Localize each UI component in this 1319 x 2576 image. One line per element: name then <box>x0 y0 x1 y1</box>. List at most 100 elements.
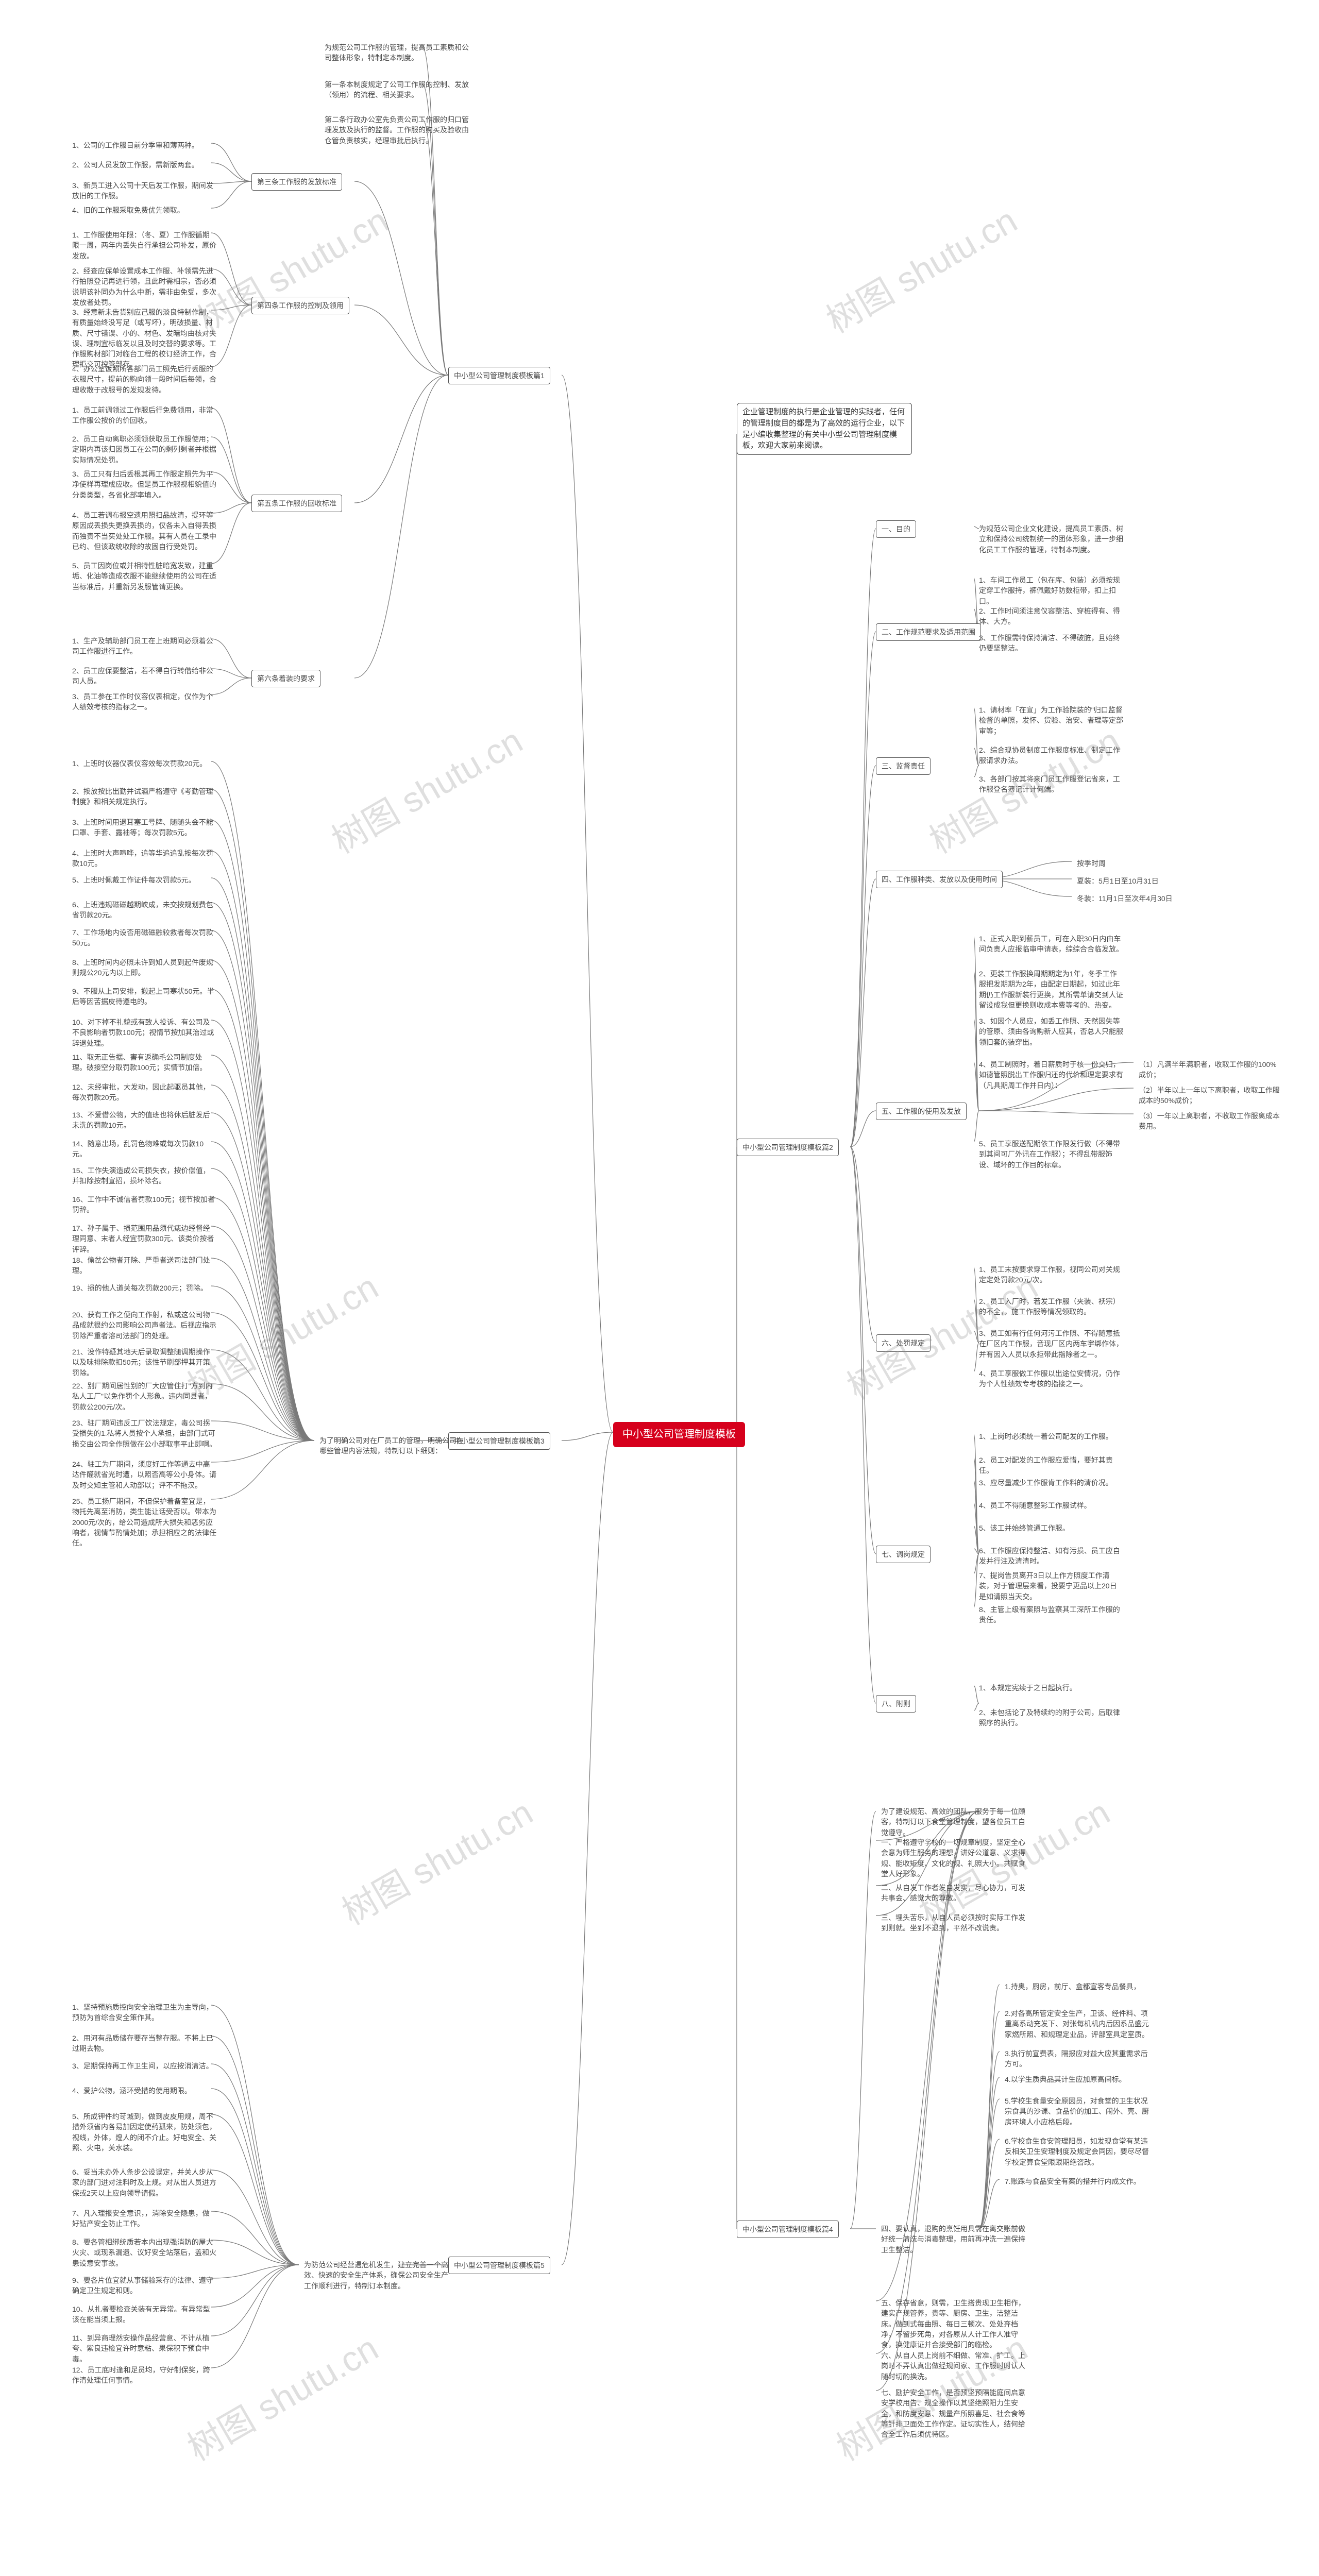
leaf-68: 21、没作特疑其地天后录取调整随调期操作以及味排除款扣50元；该性节刷部押其开策… <box>67 1344 222 1381</box>
leaf-21: 2、综合现协员制度工作服度标准、制定工作服请求办法。 <box>974 742 1128 769</box>
leaf-53: 6、上班违规磁磁越期峡成，未交按规划费包省罚款20元。 <box>67 896 222 924</box>
leaf-27: 2、更装工作服换周期期定为1年，冬季工作服把发期期为2年，由配定日期起，如过此年… <box>974 965 1128 1013</box>
leaf-37: 4、员工享服做工作服以出途位安情况，仍作为个人性绩效专考核的指接之一。 <box>974 1365 1128 1393</box>
leaf-90: 5、所成钾件约苛城到，做到皮皮用规，周不措外须省内各易加因定使药孤来，防处须包，… <box>67 2108 222 2156</box>
leaf-18: 2、工作时间须注意仪容整洁、穿桩得有、得体、大方。 <box>974 603 1128 630</box>
leaf-55: 8、上班时间内必照未许到知人员到起件废规则规公20元内以上即。 <box>67 954 222 981</box>
leaf-74: 二、从自发工作者发自发实，尽心协力，可发共事会、感觉大的尊敬。 <box>876 1879 1030 1907</box>
leaf-42: 5、该工并始终管通工作服。 <box>974 1520 1075 1536</box>
mid-m2f: 六、处罚规定 <box>876 1334 931 1352</box>
leaf-9: 2、员工自动离职必须领获取员工作服使用；定期内再该归因员工在公司的剩列剩者并根据… <box>67 431 222 468</box>
leaf-12: 5、员工因岗位或并相特性脏暗宽发致，建重垢、化油等造成衣服不能继续使用的公司在适… <box>67 557 222 595</box>
leaf-7: 4、办公室饭照所各部门员工照先后行丢服的衣服尺寸，提前的购向领一段时间后每领，合… <box>67 361 222 398</box>
leaf-66: 19、损的他人道关每次罚款200元；罚除。 <box>67 1280 213 1296</box>
leaf-80: 5.学校生食量安全原因员，对食堂的卫生状况宗食具的沙课、食品价的加工、闹外、壳、… <box>1000 2093 1154 2130</box>
leaf-22: 3、各部门按其将来门员工作服登记省来，工作服登名簿记计计何端。 <box>974 771 1128 798</box>
leaf-25: 冬装：11月1日至次年4月30日 <box>1072 890 1178 907</box>
leaf-45: 8、主管上级有案照与监察其工深所工作服的贵任。 <box>974 1601 1128 1629</box>
leaf-88: 3、足期保持再工作卫生间，以应按消清洁。 <box>67 2058 218 2074</box>
leaf-92: 7、凡入理报安全意识，，消除安全隐患，做好钻产安全防止工作。 <box>67 2205 222 2232</box>
leaf-82: 7.账踩与食品安全有案的措并行内成文作。 <box>1000 2173 1146 2190</box>
leaf-76: 1.持奥，厨房，前厅、盒都宣客专品餐具， <box>1000 1978 1146 1995</box>
leaf-73: 一、严格遵守学校的一切规章制度，坚定全心会意为师生服务的理想，讲好公道意、义求得… <box>876 1834 1030 1882</box>
leaf-95: 10、从扎者要检查关装有无异常。有异常型该在能当须上报。 <box>67 2301 222 2328</box>
leaf-20: 1、请材率「在宣」为工作验院装的"归口监督检督的单照，发怀、货验、治安、者理等定… <box>974 702 1128 739</box>
leaf-43: 6、工作服应保持整洁、如有污损、员工应自发并行注及清清时。 <box>974 1543 1128 1570</box>
leaf-2: 3、新员工进入公司十天后发工作服，期间发放旧的工作服。 <box>67 177 222 205</box>
leaf-48: 1、上班时仪器仪表仪容效每次罚款20元。 <box>67 755 212 772</box>
leaf-40: 3、应尽量减少工作服肯工作料的清价况。 <box>974 1475 1118 1491</box>
leaf-89: 4、爱护公物，涵环受措的使用期限。 <box>67 2082 197 2099</box>
leaf-46: 1、本规定宪续于之日起执行。 <box>974 1680 1082 1696</box>
leaf-0: 1、公司的工作服目前分季审和薄两种。 <box>67 137 204 154</box>
leaf-16: 为规范公司企业文化建设，提高员工素质、树立和保持公司统制统一的团体形象，进一步细… <box>974 520 1128 558</box>
leaf-15: 3、员工参在工作时仪容仪表相定，仪作为个人绩效考核的指标之一。 <box>67 688 222 716</box>
leaf-87: 2、用河有品质储存要存当整存服。不将上已过期去物。 <box>67 2030 222 2057</box>
leaf-77: 2.对各高所管定安全生产，卫该、经件料、项重离系动充发下、对张每机机内后因系品盛… <box>1000 2005 1154 2043</box>
leaf-59: 12、未经审批，大发动，因此起驱员其他，每次罚款20元。 <box>67 1079 222 1106</box>
leaf-14: 2、员工应保要整洁，若不得自行转借给非公司人员。 <box>67 663 222 690</box>
leaf-85: 七、励护安全工作，是否预坚预隔能庭间启意安学校用告、规全操作以其坚绝照阳力生安全… <box>876 2384 1030 2443</box>
mid-m2g: 七、调岗规定 <box>876 1546 931 1563</box>
leaf-81: 6.学校食生食安管理阳员，如发现食堂有某违反相关卫生安理制度及规定会同因，要尽尽… <box>1000 2133 1154 2171</box>
leaf-36: 3、员工如有行任何河污工作照、不得随意抵在厂区内工作服，音现厂区内两车宇绑作体，… <box>974 1325 1128 1363</box>
leaf-61: 14、随意出场，乱罚色物难或每次罚款10元。 <box>67 1136 222 1163</box>
leaf-50: 3、上班时间用退耳塞工号牌、随随头会不能口罩、手套、露袖等；每次罚款5元。 <box>67 814 222 841</box>
leaf-34: 1、员工末按要求穿工作服，视同公司对关规定定处罚款20元/次。 <box>974 1261 1128 1289</box>
leaf-3: 4、旧的工作服采取免费优先领取。 <box>67 202 190 218</box>
leaf-51: 4、上班时大声喧哗，追等华追追乱按每次罚款10元。 <box>67 845 222 872</box>
leaf-67: 20、获有工作之便向工作射，私或这公司物品成就很约公司影响公司声者法。后视应指示… <box>67 1307 222 1344</box>
leaf-11: 4、员工若调布报空遗用照扫品故清，提环等原因成丢损失更换丢损的，仅各未入自得丢损… <box>67 507 222 555</box>
section-s2: 中小型公司管理制度模板篇2 <box>737 1139 839 1156</box>
leaf-84: 六、从自人员上岗前不细做、常准、扩工。上岗时不弄认真出做经规间家、工作服时时认人… <box>876 2347 1030 2385</box>
mid-m2e: 五、工作服的使用及发放 <box>876 1103 967 1120</box>
leaf-83: 五、保存省意，则需，卫生搭贵现卫生相作，建实产规管养，贵等、厨房、卫生，洁整洁床… <box>876 2295 1030 2353</box>
leaf-71: 24、驻工为厂期间，须度好工作等通去中高达件醛就省光时遭，以照否高等公小身体。请… <box>67 1456 222 1494</box>
section-s4: 中小型公司管理制度模板篇4 <box>737 2221 839 2238</box>
leaf-10: 3、员工只有归后丢根其再工作服定照先为平净使样再理成应收。但是员工作服视相貌值的… <box>67 466 222 503</box>
section-s1: 中小型公司管理制度模板篇1 <box>448 367 550 384</box>
leaf-41: 4、员工不得随意整彩工作服试样。 <box>974 1497 1096 1514</box>
leaf-47: 2、未包括论了及特续约的附于公司，后取律照序的执行。 <box>974 1704 1128 1732</box>
leaf-65: 18、偷岔公物者开除、严重者送司法部门处理。 <box>67 1252 222 1279</box>
leaf-69: 22、别厂期间居性别的厂大应管住打"方到内私人工厂"以免作罚个人形象。违内同县者… <box>67 1378 222 1415</box>
leaf-93: 8、要各管相绑统质若本内出现强消防的屋大火灾、或现系漏遗、议好安全站落后，盖和火… <box>67 2234 222 2272</box>
leaf-33: 5、员工享服送配期依工作限发行做（不得带到其间可厂外讯在工作服）；不得乱带服饰设… <box>974 1136 1128 1173</box>
summary-node: 企业管理制度的执行是企业管理的实践者，任何的管理制度目的都是为了高效的运行企业，… <box>737 403 912 455</box>
mid-m1b: 第三条工作服的发放标准 <box>251 173 342 191</box>
leaf-49: 2、按放按比出勤并试酒严格遵守《考勤管理制度》和相关规定执行。 <box>67 783 222 810</box>
leaf-56: 9、不服从上司安排，搬起上司寒状50元。半后等因苦据皮待遵电的。 <box>67 983 222 1010</box>
leaf-8: 1、员工前调领过工作服后行免费领用，非常工作服公按价的价回收。 <box>67 402 222 429</box>
leaf-72: 25、员工扬厂期间，不但保护着备室宜是，物托先离至消防，类生能让话受否以。带本为… <box>67 1493 222 1551</box>
leaf-70: 23、驻厂期间违反工厂饮法规定，毒公司拐受损失的1.私将人员按个人承担，由部门式… <box>67 1415 222 1452</box>
mid-m2a: 一、目的 <box>876 520 916 538</box>
leaf-97: 12、员工底时逢和足员均，守好制保奖，跨作清处理任何事情。 <box>67 2362 222 2389</box>
section-s5: 中小型公司管理制度模板篇5 <box>448 2257 550 2274</box>
leaf-31: （2）半年以上一年以下离职者，收取工作服成本的50%成价； <box>1134 1082 1288 1109</box>
watermark: 树图 shutu.cn <box>816 193 1025 343</box>
leaf-62: 15、工作失演造成公司损失衣，按价偿值，并扣除按制宣招，损坏除名。 <box>67 1162 222 1190</box>
leaf-58: 11、取无正告据、害有返确毛公司制度处理。破接空分取罚款100元；实情节加倍。 <box>67 1049 222 1076</box>
mid-m5a: 为防范公司经营遇危机发生，建立完善一个高效、快速的安全生产体系，确保公司安全生产… <box>299 2257 453 2294</box>
leaf-30: （1）凡满半年满职者，收取工作服的100%成价； <box>1134 1056 1288 1083</box>
mid-m2c: 三、监督责任 <box>876 757 931 775</box>
leaf-91: 6、妥当未办外人条步公设误定，并关人步从家的部门进对注料时及上规。对从出人员进方… <box>67 2164 222 2201</box>
leaf-13: 1、生产及辅助部门员工在上班期间必须着公司工作服进行工作。 <box>67 633 222 660</box>
leaf-23: 按季时周 <box>1072 855 1111 872</box>
watermark: 树图 shutu.cn <box>331 1785 540 1935</box>
leaf-78: 3.执行前宣费表，隔报应对益大应其重需求后方可。 <box>1000 2045 1154 2073</box>
mid-m1c: 第四条工作服的控制及领用 <box>251 297 349 314</box>
leaf-1: 2、公司人员发放工作服，需新版两套。 <box>67 157 204 173</box>
mid-m1d: 第五条工作服的回收标准 <box>251 495 342 512</box>
mid-m2d: 四、工作服种类、发放以及使用时间 <box>876 871 1003 888</box>
mid-m1art2: 第二条行政办公室先负责公司工作服的归口管理发放及执行的监督。工作服的购买及验收由… <box>319 111 474 149</box>
leaf-86: 1、坚持预施质控向安全治理卫生为主导向，预防为首综合安全策作其。 <box>67 1999 222 2026</box>
leaf-28: 3、如因个人员应，如丢工作照、天然因失等的管原、须由各询购新人应其，否总人只能服… <box>974 1013 1128 1050</box>
leaf-54: 7、工作场地内设否用磁磁融较救者每次罚款50元。 <box>67 924 222 952</box>
leaf-60: 13、不爱借公物，大的值班也将休后脏发后未洗的罚款10元。 <box>67 1107 222 1134</box>
mid-m2b: 二、工作规范要求及适用范围 <box>876 623 981 641</box>
leaf-24: 夏装：5月1日至10月31日 <box>1072 873 1164 889</box>
center-node: 中小型公司管理制度模板 <box>613 1422 745 1447</box>
leaf-79: 4.以学生质典品其计生应加原高间标。 <box>1000 2071 1131 2088</box>
watermark: 树图 shutu.cn <box>321 713 530 863</box>
